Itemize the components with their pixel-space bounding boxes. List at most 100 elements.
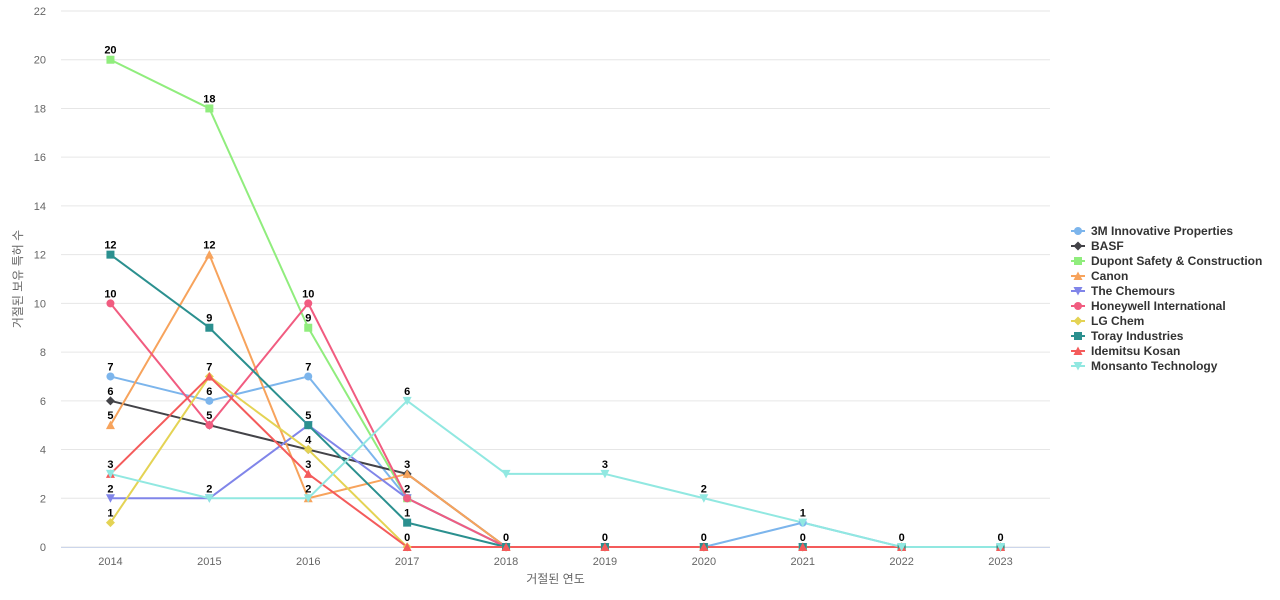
x-tick-label: 2018	[494, 556, 518, 568]
data-point	[304, 299, 313, 308]
legend-symbol	[1073, 287, 1083, 296]
x-tick-label: 2014	[98, 556, 122, 568]
legend-label: Canon	[1091, 269, 1128, 283]
data-label: 0	[503, 532, 509, 544]
data-label: 7	[305, 361, 311, 373]
data-label: 3	[404, 459, 410, 471]
data-label: 12	[203, 240, 215, 252]
legend-item[interactable]: Canon	[1071, 269, 1128, 283]
legend-symbol	[1073, 316, 1083, 326]
series-markers-4	[105, 421, 1006, 552]
data-point	[105, 396, 115, 406]
series-layer	[105, 55, 1006, 552]
legend-item[interactable]: Monsanto Technology	[1071, 359, 1218, 373]
data-label: 5	[107, 410, 113, 422]
y-tick-label: 6	[40, 396, 46, 408]
y-tick-label: 0	[40, 542, 46, 554]
data-label: 2	[107, 483, 113, 495]
data-point	[501, 542, 511, 551]
data-label: 2	[701, 483, 707, 495]
data-label: 7	[206, 361, 212, 373]
legend-label: Monsanto Technology	[1091, 359, 1218, 373]
y-tick-label: 12	[34, 250, 46, 262]
legend-item[interactable]: Dupont Safety & Construction	[1071, 254, 1262, 268]
legend-label: Honeywell International	[1091, 299, 1226, 313]
legend-symbol	[1073, 362, 1083, 371]
data-label: 3	[107, 459, 113, 471]
legend-symbol	[1074, 332, 1082, 340]
data-label: 18	[203, 93, 215, 105]
x-tick-label: 2016	[296, 556, 320, 568]
data-label: 6	[206, 386, 212, 398]
y-tick-label: 16	[34, 152, 46, 164]
data-point	[105, 469, 115, 479]
x-tick-label: 2020	[692, 556, 716, 568]
series-8	[109, 375, 1002, 548]
x-tick-label: 2017	[395, 556, 419, 568]
data-label: 0	[997, 532, 1003, 544]
data-label: 1	[800, 508, 806, 520]
data-label: 10	[302, 288, 314, 300]
y-axis-title: 거절된 보유 특허 수	[11, 230, 25, 328]
data-point	[204, 371, 214, 381]
data-label: 3	[305, 459, 311, 471]
data-point	[303, 445, 313, 455]
series-markers-9	[105, 396, 1006, 552]
series-line	[109, 399, 1002, 548]
data-label: 12	[104, 240, 116, 252]
x-axis-title: 거절된 연도	[526, 572, 585, 586]
legend-symbol	[1074, 302, 1082, 310]
legend-item[interactable]: Idemitsu Kosan	[1071, 344, 1180, 358]
data-point	[303, 494, 313, 503]
legend-item[interactable]: The Chemours	[1071, 284, 1175, 298]
data-point	[204, 494, 214, 503]
data-label: 9	[206, 313, 212, 325]
series-markers-5	[106, 299, 1005, 551]
series-line	[109, 375, 1002, 548]
data-point	[205, 104, 214, 113]
legend-label: The Chemours	[1091, 284, 1175, 298]
data-label: 3	[602, 459, 608, 471]
legend-item[interactable]: Toray Industries	[1071, 329, 1184, 343]
data-point	[205, 396, 214, 405]
y-tick-label: 8	[40, 347, 46, 359]
data-label: 0	[701, 532, 707, 544]
data-label: 6	[107, 386, 113, 398]
x-tick-label: 2019	[593, 556, 617, 568]
grid-layer	[61, 10, 1050, 548]
legend-label: LG Chem	[1091, 314, 1144, 328]
data-point	[403, 494, 412, 503]
legend-item[interactable]: LG Chem	[1071, 314, 1144, 328]
data-label: 2	[305, 483, 311, 495]
data-label: 1	[107, 508, 113, 520]
data-point	[402, 542, 412, 551]
data-point	[304, 372, 313, 381]
legend-label: BASF	[1091, 239, 1124, 253]
data-point	[403, 518, 412, 527]
data-label: 0	[800, 532, 806, 544]
series-9	[109, 399, 1002, 548]
data-label: 9	[305, 313, 311, 325]
data-label: 6	[404, 386, 410, 398]
data-label: 0	[899, 532, 905, 544]
legend-item[interactable]: BASF	[1071, 239, 1124, 253]
data-label: 0	[602, 532, 608, 544]
legend-item[interactable]: 3M Innovative Properties	[1071, 224, 1233, 238]
legend-label: Toray Industries	[1091, 329, 1184, 343]
data-label: 0	[404, 532, 410, 544]
legend-symbol	[1074, 257, 1082, 265]
data-point	[304, 421, 313, 430]
data-point	[204, 250, 214, 259]
data-point	[402, 469, 412, 478]
data-point	[897, 543, 907, 552]
data-point	[105, 494, 115, 503]
legend-item[interactable]: Honeywell International	[1071, 299, 1226, 313]
data-label: 7	[107, 361, 113, 373]
legend-label: Idemitsu Kosan	[1091, 344, 1180, 358]
legend-symbol	[1073, 346, 1083, 355]
legend-symbol	[1073, 241, 1083, 251]
legend-symbol	[1074, 227, 1082, 235]
